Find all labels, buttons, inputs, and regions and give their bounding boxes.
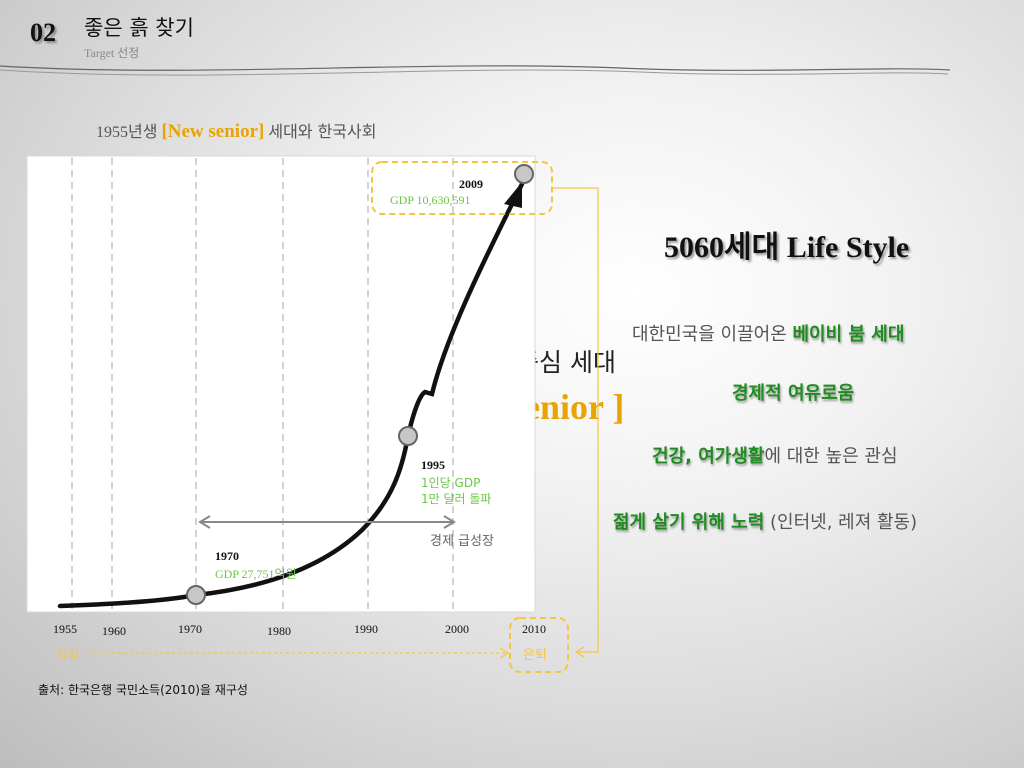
subtitle-kr: 선정 — [117, 46, 140, 60]
lifestyle-line-4-plain: (인터넷, 레져 활동) — [770, 512, 918, 533]
page-subtitle: Target 선정 — [84, 44, 139, 61]
highlight-box-2010 — [509, 617, 569, 673]
axis-year-1955: 1955 — [53, 622, 77, 636]
annotation-1995-line2: 1만 달러 돌파 — [421, 492, 492, 506]
lifestyle-line-3-plain: 에 대한 높은 관심 — [764, 446, 898, 467]
lifestyle-line-1-green: 베이비 붐 세대 — [792, 324, 905, 345]
curve-arrowhead — [504, 182, 522, 208]
caption-highlight: [New senior] — [161, 121, 265, 142]
lifestyle-title-kr: 세대 — [724, 230, 780, 265]
section-number: 02 — [30, 18, 56, 47]
growth-span-label: 경제 급성장 — [430, 534, 494, 549]
lifestyle-title-num: 5060 — [664, 231, 724, 264]
marker-2009 — [514, 164, 534, 184]
hidden-heading: enior ] — [524, 387, 625, 427]
annotation-1995-line1: 1인당 GDP — [421, 476, 481, 490]
chart-caption: 1955년생 [New senior] 세대와 한국사회 — [96, 118, 376, 143]
lifestyle-line-4: 젊게 살기 위해 노력 (인터넷, 레져 활동) — [613, 508, 917, 534]
label-retirement: 은퇴 — [523, 648, 547, 663]
connector-line — [552, 187, 599, 653]
axis-year-1960: 1960 — [102, 624, 126, 638]
annotation-1970-gdp: GDP 27,751억원 — [215, 567, 297, 581]
lifestyle-line-3: 건강, 여가생활에 대한 높은 관심 — [652, 442, 898, 468]
lifestyle-line-1-plain: 대한민국을 이끌어온 — [632, 324, 787, 345]
axis-year-2010: 2010 — [522, 622, 546, 636]
axis-year-1990: 1990 — [354, 622, 378, 636]
axis-year-2000: 2000 — [445, 622, 469, 636]
lifestyle-line-2-green: 경제적 여유로움 — [732, 383, 855, 404]
year-gridlines — [71, 158, 454, 610]
lifestyle-title: 5060세대 Life Style — [664, 222, 909, 266]
year-label-1970: 1970 — [215, 549, 239, 563]
caption-suffix: 세대와 한국사회 — [268, 122, 377, 141]
lifestyle-line-2: 경제적 여유로움 — [732, 379, 854, 405]
axis-year-1980: 1980 — [267, 624, 291, 638]
subtitle-en: Target — [84, 46, 115, 60]
lifestyle-line-1: 대한민국을 이끌어온 베이비 붐 세대 — [632, 320, 904, 346]
connector-arrowhead — [574, 646, 585, 658]
lifestyle-line-3-green: 건강, 여가생활 — [652, 446, 765, 467]
growth-span-arrow — [198, 515, 456, 529]
source-note: 출처: 한국은행 국민소득(2010)을 재구성 — [38, 683, 248, 697]
lifestyle-line-4-green: 젊게 살기 위해 노력 — [613, 512, 765, 533]
lifestyle-title-en: Life Style — [786, 231, 910, 264]
marker-1995 — [398, 426, 418, 446]
caption-prefix: 1955년생 — [96, 124, 158, 141]
axis-year-1970: 1970 — [178, 622, 202, 636]
header-swoosh — [0, 65, 951, 76]
timeline-arrowhead — [499, 647, 510, 659]
year-label-2009: 2009 — [459, 177, 483, 191]
label-growth-start: 성장 — [56, 648, 80, 663]
marker-1970 — [186, 585, 206, 605]
annotation-2009-gdp: GDP 10,630,591 — [390, 193, 471, 207]
page-title: 좋은 흙 찾기 — [84, 16, 194, 40]
year-label-1995: 1995 — [421, 458, 445, 472]
